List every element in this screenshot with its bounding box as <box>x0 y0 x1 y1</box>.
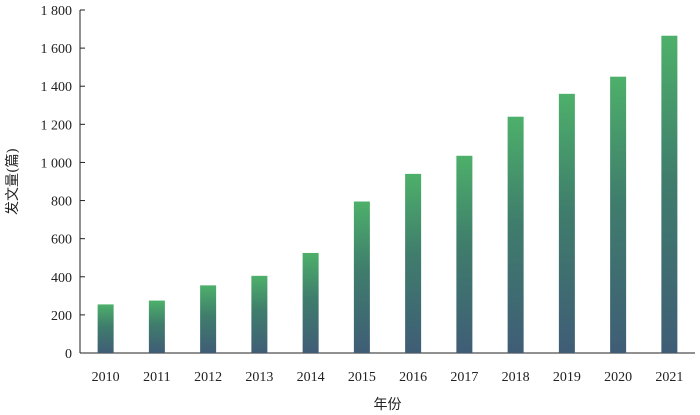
x-tick-label: 2014 <box>297 370 325 385</box>
bar-2018 <box>507 116 524 353</box>
x-tick-label: 2015 <box>348 370 376 385</box>
x-tick-label: 2013 <box>245 370 273 385</box>
bar-2021 <box>661 35 678 353</box>
y-tick-label: 1 000 <box>41 156 73 171</box>
bar-2017 <box>456 155 473 353</box>
plot-area: 0 200 400 600 800 1 000 1 200 1 400 1 600 1 800 2… <box>41 4 695 385</box>
x-tick-label: 2017 <box>450 370 478 385</box>
x-tick-label: 2011 <box>143 370 170 385</box>
bar-2010 <box>97 304 114 353</box>
y-tick-label: 600 <box>51 233 72 248</box>
y-tick-label: 800 <box>51 195 72 210</box>
bars <box>97 35 678 353</box>
y-ticks: 0 200 400 600 800 1 000 1 200 1 400 1 600 1 800 <box>41 4 85 362</box>
bar-2020 <box>610 76 627 353</box>
x-ticks: 2010 2011 2012 2013 2014 2015 2016 2017 2018 2019… <box>92 370 684 385</box>
y-tick-label: 200 <box>51 309 72 324</box>
bar-2014 <box>302 252 319 353</box>
y-tick-label: 400 <box>51 271 72 286</box>
y-axis-title: 发文量(篇) <box>5 148 21 215</box>
x-tick-label: 2010 <box>92 370 120 385</box>
y-tick-label: 1 200 <box>41 118 73 133</box>
bar-2011 <box>148 300 165 353</box>
y-tick-label: 1 400 <box>41 80 73 95</box>
x-tick-label: 2021 <box>655 370 683 385</box>
x-tick-label: 2016 <box>399 370 427 385</box>
y-tick-label: 0 <box>65 347 72 362</box>
x-axis-title: 年份 <box>374 397 402 413</box>
x-tick-label: 2018 <box>502 370 530 385</box>
y-tick-label: 1 600 <box>41 42 73 57</box>
bar-2016 <box>405 173 422 353</box>
bar-2013 <box>251 275 268 353</box>
x-tick-label: 2019 <box>553 370 581 385</box>
bar-2012 <box>200 285 217 353</box>
bar-2015 <box>353 201 370 353</box>
x-tick-label: 2012 <box>194 370 222 385</box>
y-tick-label: 1 800 <box>41 4 73 19</box>
bar-2019 <box>558 93 575 353</box>
x-tick-label: 2020 <box>604 370 632 385</box>
